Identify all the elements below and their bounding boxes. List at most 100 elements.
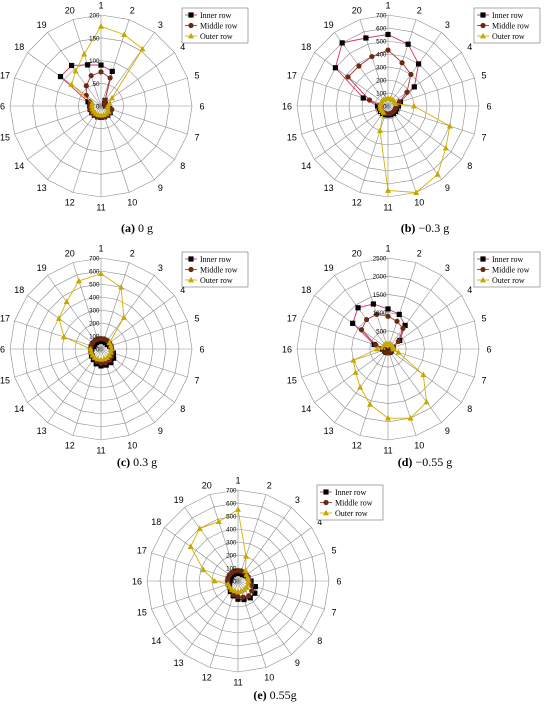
tick-label: 500	[89, 282, 100, 289]
tick-label: 1000	[373, 310, 387, 317]
data-point	[413, 189, 420, 195]
category-label: 18	[14, 285, 24, 295]
legend-marker	[188, 266, 194, 273]
data-point	[104, 104, 111, 111]
data-point	[98, 62, 104, 68]
category-label: 13	[324, 183, 334, 193]
data-point	[370, 301, 376, 307]
category-label: 9	[445, 426, 450, 436]
data-point	[232, 570, 239, 577]
tick-label: 600	[226, 501, 237, 508]
grid-spoke	[387, 348, 442, 423]
data-point	[196, 525, 203, 531]
data-point	[434, 171, 441, 177]
data-point	[415, 61, 422, 67]
grid-spoke	[14, 348, 102, 378]
grid-spoke	[100, 32, 155, 107]
category-label: 20	[202, 480, 212, 490]
category-label: 10	[127, 198, 137, 208]
data-point	[83, 83, 89, 89]
category-label: 3	[158, 263, 163, 273]
grid-spoke	[100, 320, 188, 350]
grid-spoke	[387, 105, 442, 180]
data-point	[215, 518, 222, 525]
grid-spoke	[387, 32, 442, 107]
data-point	[355, 305, 361, 311]
data-point	[408, 71, 414, 78]
tick-label: 0	[96, 104, 100, 111]
data-point	[108, 345, 115, 352]
panel-caption: (b) −0.3 g	[401, 221, 449, 235]
panel-letter: (c)	[117, 455, 130, 469]
category-label: 3	[445, 20, 450, 30]
category-label: 14	[14, 161, 24, 171]
category-label: 2	[417, 248, 422, 258]
tick-label: 100	[376, 91, 387, 98]
data-point	[98, 69, 104, 75]
data-point	[139, 45, 146, 52]
category-label: 13	[37, 426, 47, 436]
grid-spoke	[100, 105, 155, 180]
data-point	[246, 593, 252, 599]
category-label: 20	[352, 5, 362, 15]
grid-spoke	[387, 105, 475, 135]
data-point	[399, 60, 405, 66]
category-label: 2	[130, 248, 135, 258]
data-point	[385, 313, 391, 319]
grid-spoke	[237, 552, 325, 582]
tick-label: 700	[89, 256, 100, 263]
category-label: 17	[287, 313, 297, 323]
legend-label: Middle row	[200, 266, 238, 275]
category-label: 16	[282, 102, 292, 112]
data-point	[245, 577, 252, 584]
data-point	[120, 314, 127, 320]
data-point	[225, 581, 232, 587]
tick-label: 700	[226, 488, 237, 495]
category-label: 19	[37, 263, 47, 273]
category-label: 19	[37, 20, 47, 30]
tick-label: 300	[376, 65, 387, 72]
grid-spoke	[237, 527, 312, 582]
data-point	[111, 355, 117, 361]
grid-spoke	[387, 105, 417, 193]
data-point	[83, 92, 89, 98]
data-point	[375, 103, 381, 109]
category-label: 12	[65, 441, 75, 451]
tick-label: 200	[226, 553, 237, 560]
grid-spoke	[47, 105, 102, 180]
radar-panel-1: 0501001502001234567891011121314151617181…	[0, 1, 249, 235]
data-point	[385, 31, 391, 38]
panel-letter: (b)	[401, 221, 416, 235]
category-label: 6	[199, 345, 204, 355]
category-label: 12	[352, 441, 362, 451]
data-point	[239, 572, 246, 578]
grid-spoke	[27, 295, 102, 350]
category-label: 11	[383, 203, 392, 213]
category-label: 19	[174, 495, 184, 505]
data-point	[103, 362, 109, 368]
data-point	[252, 590, 258, 596]
category-label: 11	[96, 446, 105, 456]
category-label: 20	[65, 248, 75, 258]
category-label: 18	[151, 517, 161, 527]
grid-spoke	[72, 262, 102, 350]
tick-label: 100	[89, 334, 100, 341]
tick-label: 500	[226, 514, 237, 521]
grid-spoke	[100, 105, 188, 135]
category-label: 16	[282, 345, 292, 355]
category-label: 14	[151, 636, 161, 646]
category-label: 8	[467, 404, 472, 414]
panel-caption: (e) 0.55g	[253, 688, 296, 702]
category-label: 2	[417, 5, 422, 15]
data-point	[385, 187, 391, 193]
legend-label: Middle row	[492, 22, 530, 31]
data-point	[394, 318, 400, 324]
data-point	[109, 94, 116, 101]
category-label: 14	[301, 161, 311, 171]
data-point	[240, 594, 246, 600]
grid-spoke	[334, 275, 389, 350]
legend-label: Middle row	[492, 266, 530, 275]
data-point	[98, 360, 104, 366]
legend-label: Outer row	[200, 32, 233, 41]
legend-marker	[188, 256, 194, 262]
